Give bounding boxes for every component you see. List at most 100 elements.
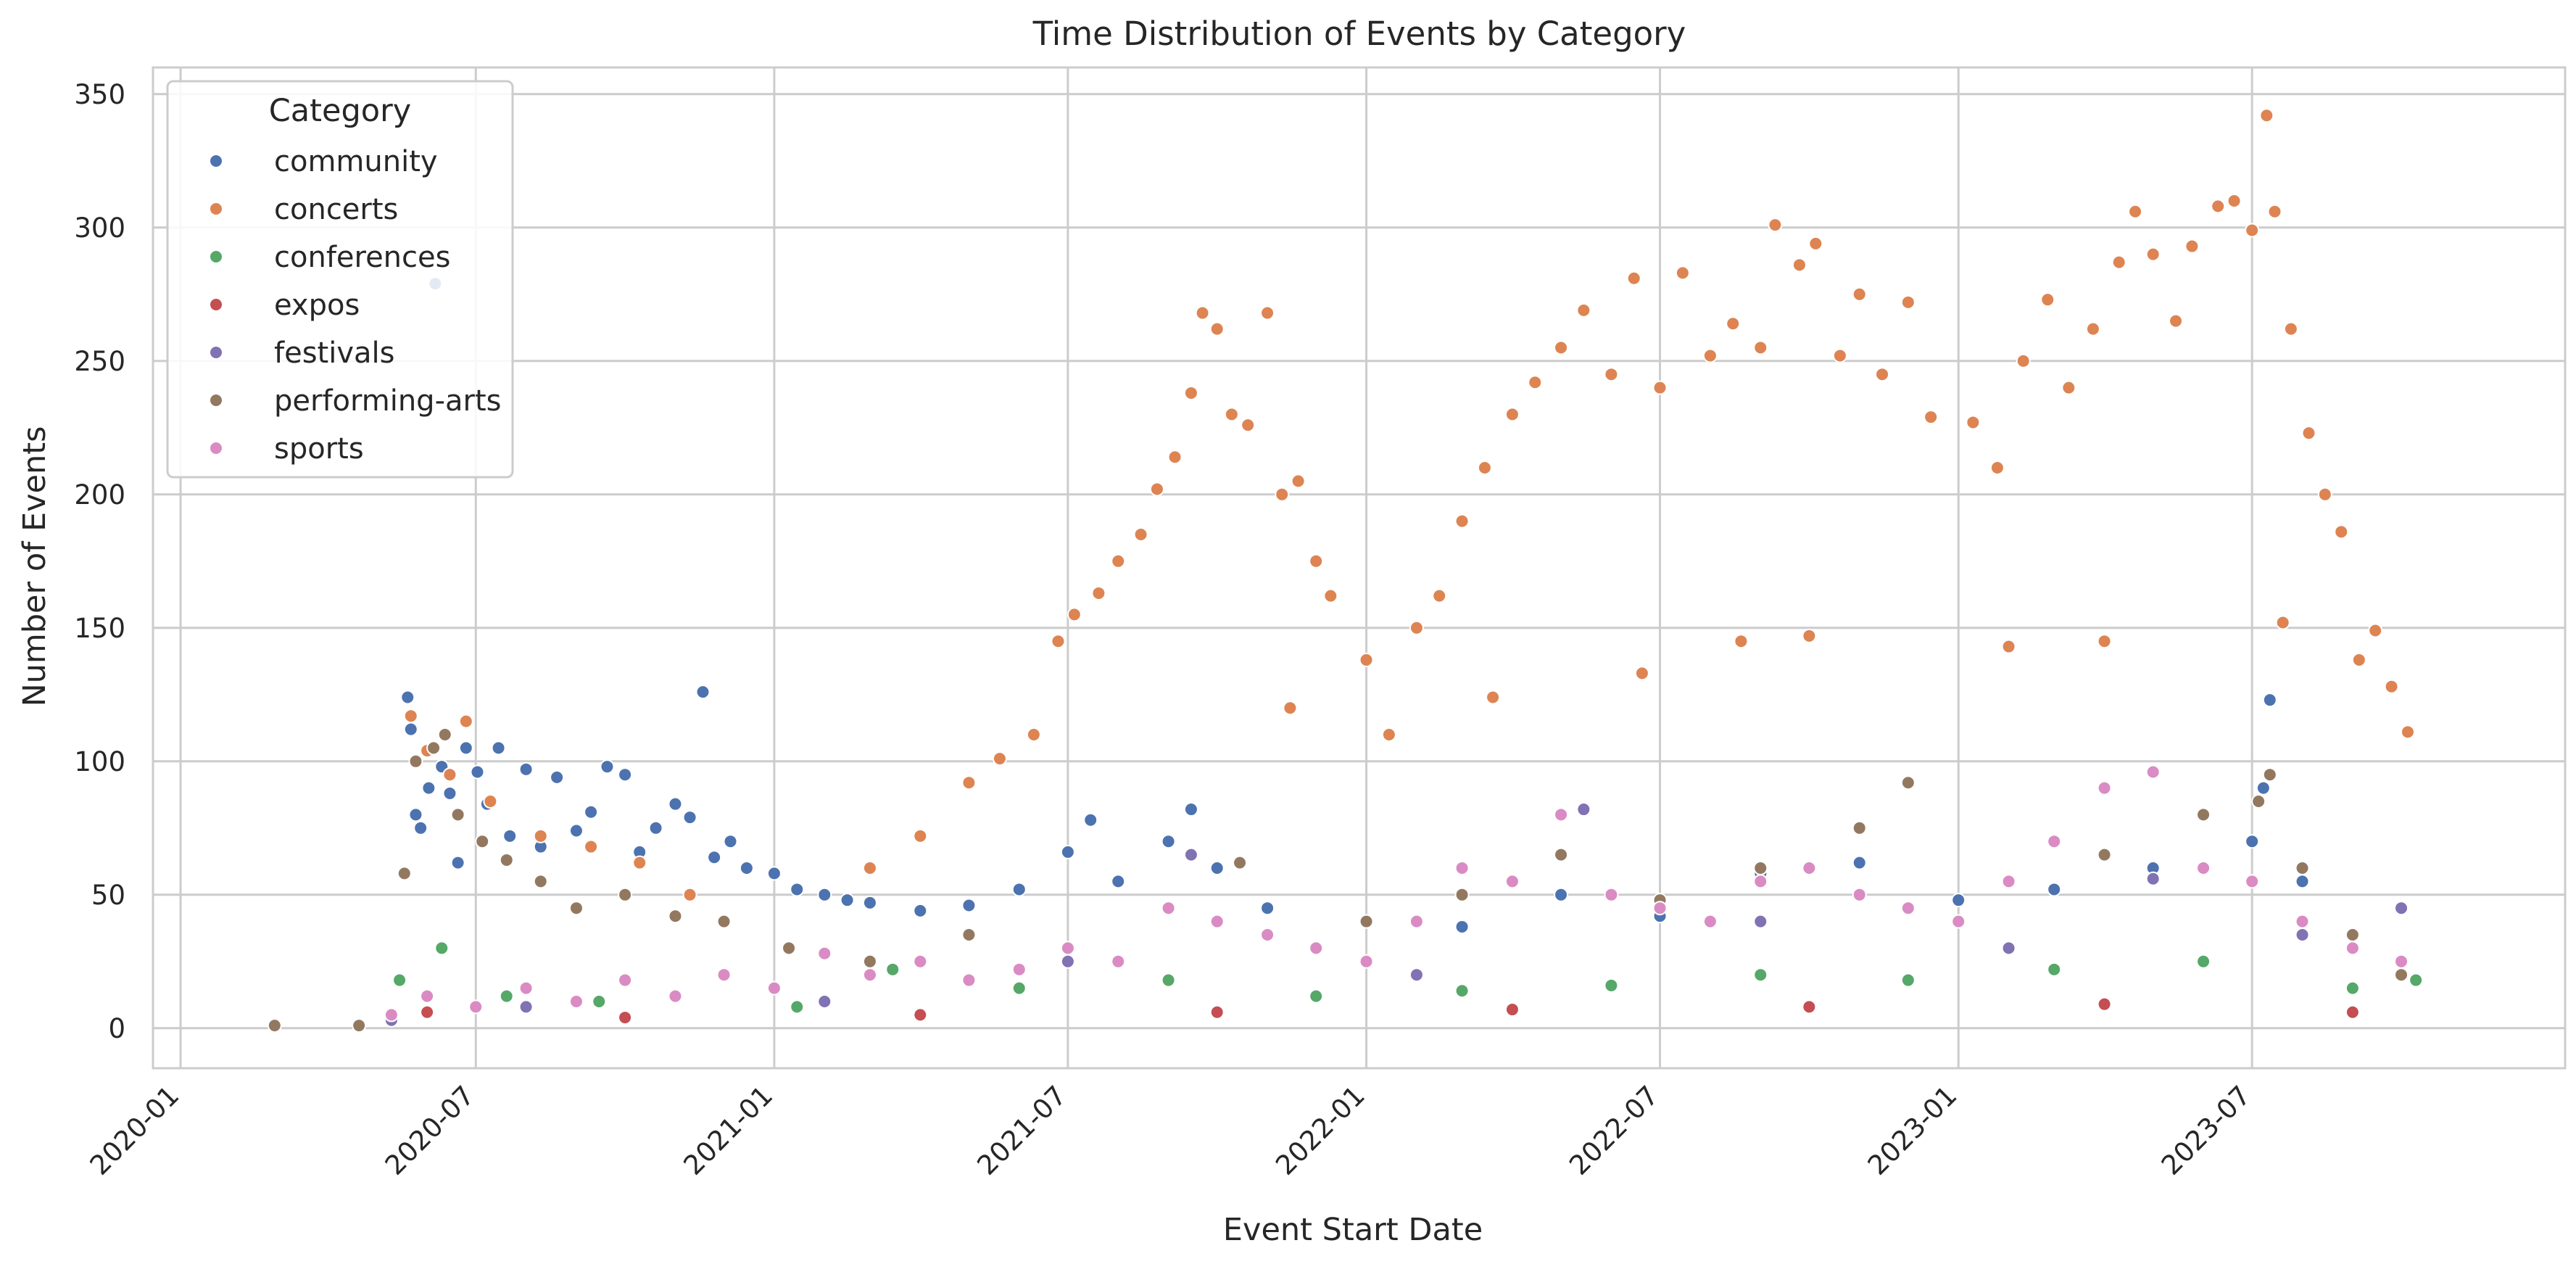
point-concerts — [2085, 321, 2100, 336]
point-community — [408, 807, 423, 822]
point-performing-arts — [408, 753, 423, 769]
legend-marker-performing-arts — [209, 393, 223, 408]
point-performing-arts — [1852, 820, 1867, 835]
plot-frame — [152, 66, 2567, 1070]
point-sports — [716, 967, 732, 983]
point-conferences — [1309, 988, 1324, 1004]
point-community — [1183, 802, 1198, 817]
point-expos — [2345, 1004, 2360, 1020]
point-concerts — [1260, 305, 1275, 321]
legend-marker-concerts — [209, 202, 223, 216]
point-sports — [2245, 874, 2260, 889]
point-sports — [862, 967, 877, 983]
x-tick-label: 2022-07 — [1563, 1080, 1665, 1181]
legend-marker-sports — [209, 441, 223, 455]
point-concerts — [1224, 407, 1239, 422]
point-concerts — [2001, 639, 2016, 654]
point-concerts — [1454, 513, 1470, 529]
y-tick-label: 200 — [74, 479, 125, 511]
point-sports — [384, 1007, 399, 1023]
point-performing-arts — [397, 866, 412, 881]
point-sports — [1852, 887, 1867, 902]
point-concerts — [1026, 727, 1041, 742]
point-festivals — [1753, 914, 1768, 929]
point-community — [2295, 874, 2310, 889]
point-sports — [2295, 914, 2310, 929]
point-festivals — [1576, 802, 1591, 817]
point-community — [470, 764, 485, 780]
point-sports — [618, 972, 633, 988]
point-concerts — [1111, 553, 1126, 569]
point-performing-arts — [2262, 767, 2277, 782]
point-festivals — [2001, 941, 2016, 956]
point-concerts — [442, 767, 457, 782]
point-concerts — [2351, 652, 2366, 667]
point-performing-arts — [499, 852, 514, 867]
point-performing-arts — [475, 834, 490, 849]
point-sports — [518, 980, 534, 996]
point-concerts — [1275, 487, 1290, 502]
point-community — [1554, 887, 1569, 902]
point-concerts — [2384, 679, 2399, 694]
point-sports — [668, 988, 683, 1004]
point-concerts — [533, 828, 548, 843]
point-sports — [420, 988, 435, 1004]
point-performing-arts — [716, 914, 732, 929]
point-concerts — [2317, 487, 2332, 502]
point-community — [1951, 893, 1966, 908]
point-sports — [2047, 834, 2062, 849]
point-sports — [1504, 874, 1520, 889]
point-festivals — [1183, 847, 1198, 862]
point-community — [913, 903, 928, 918]
point-concerts — [1409, 620, 1424, 635]
point-community — [421, 780, 436, 796]
point-expos — [2097, 996, 2112, 1012]
point-community — [618, 767, 633, 782]
point-conferences — [1753, 967, 1768, 983]
point-conferences — [2409, 972, 2424, 988]
x-axis-label: Event Start Date — [1223, 1212, 1483, 1248]
x-axis-ticks: 2020-01 2020-07 2021-01 2021-07 2022-01 2022-… — [84, 1080, 2257, 1181]
point-sports — [817, 946, 832, 961]
point-concerts — [1634, 666, 1649, 681]
point-concerts — [1768, 218, 1783, 233]
point-concerts — [1808, 236, 1823, 251]
point-community — [1454, 919, 1470, 934]
point-performing-arts — [267, 1018, 282, 1033]
point-festivals — [817, 994, 832, 1009]
point-performing-arts — [2097, 847, 2112, 862]
point-concerts — [1802, 628, 1817, 643]
point-performing-arts — [782, 941, 797, 956]
point-concerts — [1477, 461, 1492, 475]
point-concerts — [1283, 701, 1298, 716]
point-community — [1209, 861, 1225, 875]
point-conferences — [1011, 980, 1027, 996]
point-concerts — [1183, 385, 1198, 400]
y-tick-label: 350 — [74, 79, 125, 110]
x-tick-label: 2020-01 — [84, 1080, 186, 1181]
point-conferences — [2047, 962, 2062, 977]
point-community — [961, 898, 977, 913]
y-tick-label: 0 — [108, 1013, 125, 1044]
point-community — [1011, 882, 1027, 897]
point-community — [2047, 882, 2062, 897]
point-sports — [913, 954, 928, 969]
point-sports — [1802, 861, 1817, 875]
point-concerts — [2169, 313, 2184, 329]
point-concerts — [1133, 527, 1148, 542]
point-community — [682, 810, 697, 825]
legend-label-community: community — [274, 145, 438, 178]
point-sports — [468, 999, 484, 1015]
point-concerts — [632, 855, 647, 870]
point-expos — [1504, 1002, 1520, 1017]
legend-marker-conferences — [209, 249, 223, 264]
point-concerts — [1702, 348, 1718, 363]
point-concerts — [1792, 257, 1807, 273]
point-performing-arts — [1900, 775, 1916, 790]
point-community — [550, 769, 565, 785]
legend-label-expos: expos — [274, 289, 360, 322]
point-performing-arts — [450, 807, 465, 822]
point-festivals — [2394, 901, 2409, 916]
point-performing-arts — [2394, 967, 2409, 983]
